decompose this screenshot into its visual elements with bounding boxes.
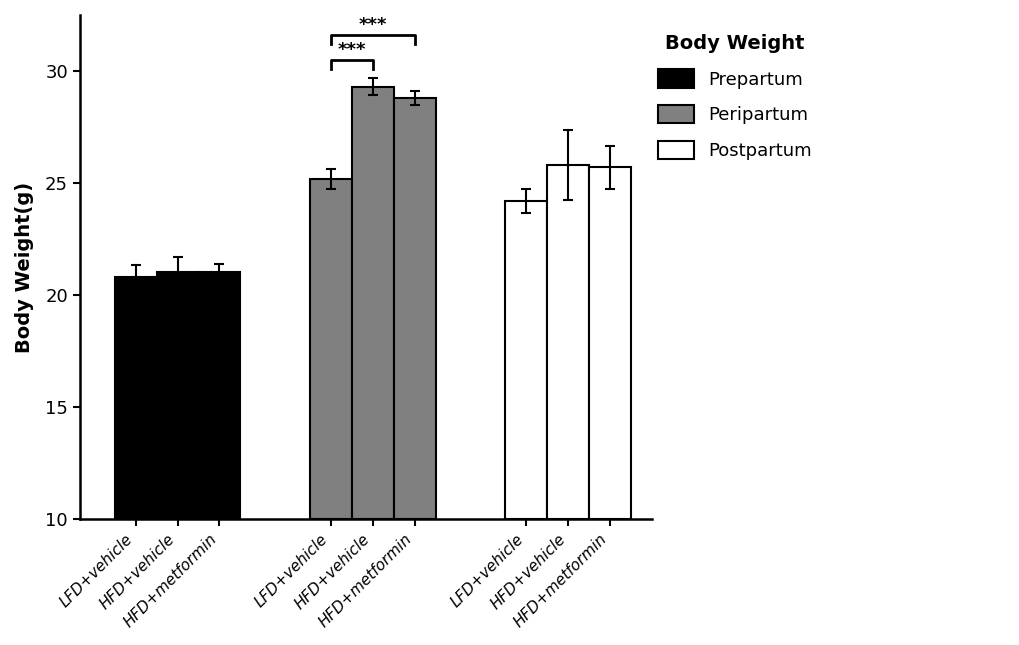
Bar — [393, 98, 435, 519]
Bar — [352, 86, 393, 519]
Y-axis label: Body Weight(g): Body Weight(g) — [15, 182, 34, 353]
Bar — [157, 272, 199, 519]
Bar — [547, 165, 589, 519]
Bar — [505, 201, 547, 519]
Text: ***: *** — [337, 41, 366, 59]
Legend: Prepartum, Peripartum, Postpartum: Prepartum, Peripartum, Postpartum — [657, 34, 811, 160]
Bar — [310, 179, 352, 519]
Bar — [199, 272, 240, 519]
Text: ***: *** — [359, 16, 387, 34]
Bar — [115, 277, 157, 519]
Bar — [589, 168, 631, 519]
